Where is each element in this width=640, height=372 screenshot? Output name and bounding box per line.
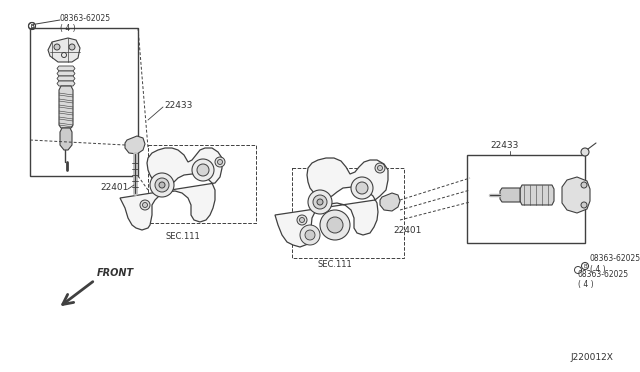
Text: 22433: 22433 <box>164 100 193 109</box>
Circle shape <box>215 157 225 167</box>
Bar <box>148 145 256 223</box>
Circle shape <box>150 173 174 197</box>
Circle shape <box>218 160 223 164</box>
Text: 08363-62025
( 4 ): 08363-62025 ( 4 ) <box>578 270 629 289</box>
Text: 22433: 22433 <box>490 141 518 150</box>
Circle shape <box>159 182 165 188</box>
Circle shape <box>192 159 214 181</box>
Text: B: B <box>30 23 34 29</box>
Circle shape <box>581 202 587 208</box>
Polygon shape <box>57 66 75 71</box>
Circle shape <box>378 166 383 170</box>
Circle shape <box>297 215 307 225</box>
Polygon shape <box>60 128 72 150</box>
Text: SEC.111: SEC.111 <box>318 260 353 269</box>
Text: J220012X: J220012X <box>570 353 613 362</box>
Polygon shape <box>57 71 75 76</box>
Circle shape <box>313 195 327 209</box>
Circle shape <box>300 218 305 222</box>
Circle shape <box>356 182 368 194</box>
Circle shape <box>308 190 332 214</box>
Polygon shape <box>57 81 75 86</box>
Text: SEC.111: SEC.111 <box>165 232 200 241</box>
Polygon shape <box>48 38 80 62</box>
Bar <box>30 28 138 176</box>
Circle shape <box>581 148 589 156</box>
Text: B: B <box>583 263 587 269</box>
Polygon shape <box>547 190 553 200</box>
Text: 08363-62025
( 4 ): 08363-62025 ( 4 ) <box>590 254 640 274</box>
Circle shape <box>155 178 169 192</box>
Polygon shape <box>125 136 145 154</box>
Polygon shape <box>120 148 222 230</box>
Polygon shape <box>57 76 75 81</box>
Bar <box>467 155 585 243</box>
Text: 22401: 22401 <box>393 226 421 235</box>
Circle shape <box>581 182 587 188</box>
Circle shape <box>69 44 75 50</box>
Circle shape <box>143 202 147 208</box>
Polygon shape <box>520 185 554 205</box>
Polygon shape <box>562 177 590 213</box>
Circle shape <box>327 217 343 233</box>
Polygon shape <box>542 190 548 200</box>
Polygon shape <box>275 158 388 247</box>
Text: 22401: 22401 <box>100 183 129 192</box>
Circle shape <box>54 44 60 50</box>
Circle shape <box>320 210 350 240</box>
Circle shape <box>317 199 323 205</box>
Polygon shape <box>59 86 73 128</box>
Circle shape <box>305 230 315 240</box>
Bar <box>292 168 404 258</box>
Text: FRONT: FRONT <box>97 268 134 278</box>
Circle shape <box>140 200 150 210</box>
Circle shape <box>300 225 320 245</box>
Circle shape <box>375 163 385 173</box>
Circle shape <box>197 164 209 176</box>
Polygon shape <box>500 188 520 202</box>
Circle shape <box>351 177 373 199</box>
Text: B: B <box>30 23 34 29</box>
Polygon shape <box>537 190 543 200</box>
Polygon shape <box>532 190 538 200</box>
Text: 08363-62025
( 4 ): 08363-62025 ( 4 ) <box>60 14 111 33</box>
Polygon shape <box>380 193 400 211</box>
